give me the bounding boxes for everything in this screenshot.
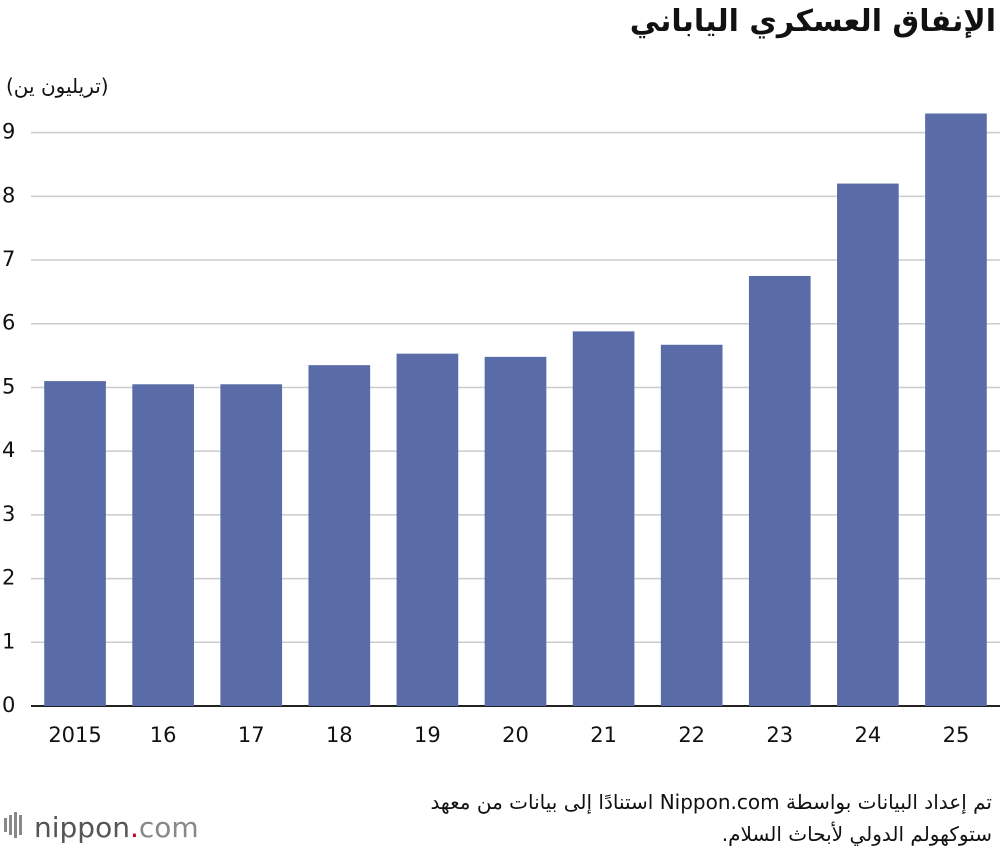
bar — [484, 356, 547, 706]
bar — [396, 353, 459, 706]
y-tick-label: 3 — [2, 502, 15, 526]
x-tick-label: 18 — [326, 723, 353, 747]
bar — [748, 275, 811, 706]
logo-text: com — [139, 811, 199, 844]
x-tick-label: 20 — [502, 723, 529, 747]
bar — [572, 331, 635, 706]
chart-title: الإنفاق العسكري الياباني — [629, 4, 996, 39]
logo-text: nippon — [34, 811, 130, 844]
source-note: ستوكهولم الدولي لأبحاث السلام. — [721, 822, 992, 846]
bar — [660, 344, 723, 706]
bar — [220, 384, 283, 706]
y-tick-label: 0 — [2, 693, 15, 717]
bar — [44, 381, 106, 706]
x-tick-label: 16 — [150, 723, 177, 747]
x-tick-label: 2015 — [48, 723, 101, 747]
x-tick-label: 21 — [590, 723, 617, 747]
source-note: تم إعداد البيانات بواسطة Nippon.com استن… — [430, 790, 992, 814]
y-tick-label: 1 — [2, 629, 15, 653]
bar — [837, 183, 899, 707]
y-tick-label: 4 — [2, 438, 15, 462]
y-tick-label: 8 — [2, 183, 15, 207]
y-tick-label: 6 — [2, 311, 15, 335]
x-tick-label: 22 — [678, 723, 705, 747]
y-axis-label: (تريليون ين) — [6, 74, 109, 98]
x-tick-label: 17 — [238, 723, 265, 747]
bar — [132, 384, 194, 706]
y-tick-label: 9 — [2, 120, 15, 144]
y-tick-label: 5 — [2, 374, 15, 398]
x-tick-label: 24 — [854, 723, 881, 747]
y-tick-label: 7 — [2, 247, 15, 271]
y-tick-label: 2 — [2, 566, 15, 590]
logo-dot: . — [130, 811, 139, 844]
x-tick-label: 25 — [943, 723, 970, 747]
x-tick-label: 23 — [766, 723, 793, 747]
bar — [925, 113, 987, 706]
logo: nippon.com — [34, 811, 199, 844]
bar — [308, 365, 371, 706]
logo-mark — [4, 812, 22, 838]
x-tick-label: 19 — [414, 723, 441, 747]
